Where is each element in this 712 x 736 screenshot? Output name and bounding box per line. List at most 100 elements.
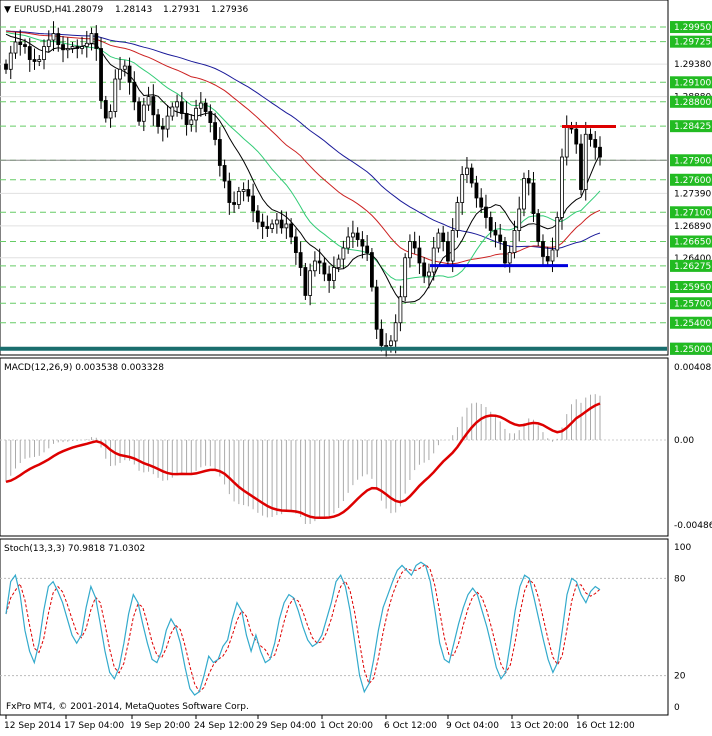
candle — [170, 102, 175, 121]
candle — [80, 36, 84, 55]
candle-body — [13, 41, 18, 54]
candle-body — [75, 46, 80, 49]
candle — [194, 99, 198, 133]
candle-body — [208, 111, 213, 123]
candle-body — [583, 133, 588, 190]
price-tick-label: 1.27600 — [674, 176, 711, 186]
main-grid — [0, 26, 667, 350]
candle-body — [417, 247, 422, 264]
candle — [274, 212, 279, 234]
candle-body — [370, 252, 374, 288]
candle-body — [446, 241, 450, 262]
candle — [70, 41, 75, 54]
candle — [317, 248, 322, 275]
candle-body — [42, 46, 46, 60]
price-tick-label: 1.29725 — [674, 38, 711, 48]
candle — [370, 248, 374, 292]
candle-body — [441, 232, 446, 242]
candle-body — [99, 48, 103, 101]
candle — [113, 69, 118, 118]
stoch-axis: 100 80 20 0 — [674, 543, 691, 713]
candle-body — [165, 115, 170, 130]
candle-body — [374, 286, 379, 330]
candle — [227, 172, 232, 215]
candle-body — [312, 260, 317, 272]
candle — [308, 263, 313, 306]
price-label-highlight — [670, 342, 712, 355]
price-tick-label: 1.29100 — [674, 78, 711, 88]
stoch-tick-label: 0 — [674, 703, 680, 713]
high-price: 1.28143 — [115, 5, 152, 15]
price-tick-label: 1.25000 — [674, 345, 711, 355]
candle — [526, 170, 531, 196]
candle-body — [422, 262, 427, 277]
candle — [412, 231, 417, 254]
low-price: 1.27931 — [163, 5, 200, 15]
time-tick-label: 16 Oct 12:00 — [576, 721, 635, 731]
candle-body — [517, 208, 522, 231]
candle-body — [289, 223, 294, 238]
price-label-highlight — [670, 173, 712, 186]
candle-body — [393, 322, 398, 342]
price-tick-label: 1.26650 — [674, 238, 711, 248]
candle — [455, 196, 460, 238]
candle-body — [70, 46, 75, 49]
candle-body — [32, 59, 37, 62]
candle-body — [327, 273, 332, 281]
time-tick-label: 1 Oct 20:00 — [320, 721, 373, 731]
candle — [322, 257, 327, 282]
candle-body — [408, 241, 412, 259]
candle-body — [512, 230, 517, 253]
candle — [517, 196, 522, 242]
candle-body — [541, 241, 545, 257]
price-tick-label: 1.27900 — [674, 156, 711, 166]
candle-body — [27, 46, 32, 60]
candle — [441, 225, 446, 252]
candle — [446, 231, 450, 267]
candle-body — [574, 128, 579, 145]
candle — [146, 86, 151, 111]
candle-body — [522, 178, 526, 210]
candle — [598, 136, 602, 166]
candle — [431, 236, 436, 281]
candle-body — [350, 232, 355, 238]
candle-body — [18, 41, 23, 45]
candle-body — [23, 44, 27, 47]
candle — [522, 172, 526, 217]
candle — [341, 240, 346, 269]
candle-body — [4, 63, 8, 70]
candle — [484, 194, 488, 229]
candle-body — [531, 182, 536, 214]
candle — [336, 254, 341, 273]
stoch-tick-label: 100 — [674, 543, 691, 553]
candle-body — [284, 223, 289, 229]
candles — [4, 21, 602, 357]
candle — [346, 227, 351, 254]
candle — [103, 95, 108, 123]
candle-body — [127, 65, 132, 83]
candle — [417, 235, 422, 275]
candle-body — [503, 241, 507, 264]
candle — [56, 27, 61, 52]
candle — [260, 213, 265, 239]
candle — [298, 241, 303, 276]
candle — [179, 92, 184, 120]
candle-body — [189, 119, 194, 125]
candle-body — [303, 267, 308, 296]
price-label-highlight — [670, 281, 712, 294]
candle — [507, 245, 512, 273]
price-tick-label: 1.27100 — [674, 208, 711, 218]
macd-tick-label: 0.004087 — [674, 363, 712, 373]
candle — [13, 32, 18, 59]
candle-body — [141, 104, 146, 122]
candle — [531, 171, 536, 223]
candle-body — [179, 101, 184, 114]
candle — [436, 228, 441, 253]
macd-tick-label: -0.004866 — [674, 521, 712, 531]
time-tick-label: 19 Sep 20:00 — [130, 721, 190, 731]
price-axis: 1.299501.297251.293801.291001.288801.288… — [670, 21, 712, 355]
candle — [61, 36, 65, 63]
candle — [355, 227, 360, 247]
candle-body — [455, 202, 460, 231]
